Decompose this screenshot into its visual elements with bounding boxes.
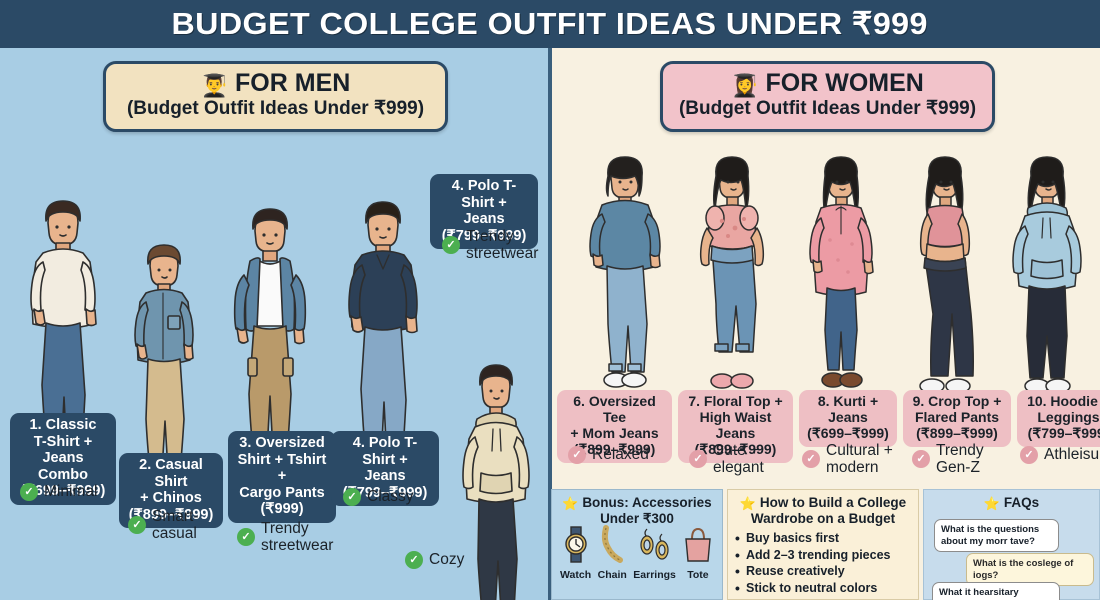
- outfit-tag-women-9: ✓ Trendy Gen-Z: [912, 442, 984, 477]
- figure-woman-5: [1004, 148, 1090, 400]
- women-section-title: 👩‍🎓 FOR WOMEN: [731, 69, 924, 98]
- men-panel: 1. Classic T-Shirt + Jeans Combo (₹699–₹…: [0, 48, 548, 600]
- bonus-title: ⭐ Bonus: Accessories Under ₹300: [562, 495, 712, 527]
- tote-bag-icon: [685, 528, 711, 562]
- outfit-tag-women-8: ✓ Cultural + modern: [802, 442, 893, 477]
- check-icon: ✓: [442, 236, 460, 255]
- wardrobe-title: ⭐ How to Build a College Wardrobe on a B…: [739, 495, 907, 527]
- tip-item: Reuse creatively: [735, 562, 912, 580]
- women-section-subtitle: (Budget Outfit Ideas Under ₹999): [678, 98, 977, 120]
- wardrobe-tips-panel: ⭐ How to Build a College Wardrobe on a B…: [727, 489, 919, 600]
- accessory-label: Watch: [560, 569, 592, 582]
- faqs-title: ⭐ FAQs: [983, 495, 1040, 511]
- star-icon: ⭐: [562, 496, 579, 511]
- men-section-title: 👨‍🎓 FOR MEN: [200, 69, 351, 98]
- earrings-icon: [639, 528, 669, 560]
- accessory-earrings: Earrings: [633, 525, 676, 581]
- outfit-label-men-2: 2. Casual Shirt + Chinos (₹899–₹999): [119, 453, 223, 529]
- graduation-cap-icon: 👨‍🎓: [200, 73, 229, 98]
- outfit-label-men-3: 3. Oversized Shirt + Tshirt + Cargo Pant…: [228, 431, 336, 523]
- check-icon: ✓: [405, 551, 423, 569]
- outfit-tag-men-4-bottom: ✓ Classy: [343, 488, 414, 506]
- accessory-watch: Watch: [560, 525, 591, 581]
- check-icon: ✓: [343, 488, 361, 506]
- accessory-label: Chain: [597, 569, 627, 582]
- faq-bubble: What it hearsitary wardrobe in colors?: [932, 582, 1060, 600]
- figure-woman-1: [582, 148, 668, 398]
- graduation-cap-icon: 👩‍🎓: [731, 73, 759, 98]
- star-icon: ⭐: [739, 496, 757, 511]
- faqs-panel: ⭐ FAQs What is the questions about my mo…: [923, 489, 1100, 600]
- accessory-label: Earrings: [633, 569, 676, 582]
- page-title: BUDGET COLLEGE OUTFIT IDEAS UNDER ₹999: [171, 6, 929, 41]
- watch-icon: [564, 526, 587, 563]
- star-icon: ⭐: [983, 496, 1001, 511]
- check-icon: ✓: [912, 450, 930, 469]
- figure-man-5: [453, 355, 539, 600]
- accessory-tote: Tote: [682, 525, 714, 581]
- figure-man-3: [224, 200, 316, 490]
- accessory-row: Watch Chain: [552, 525, 722, 581]
- check-icon: ✓: [20, 483, 38, 501]
- panel-divider: [548, 48, 552, 600]
- bonus-accessories-panel: ⭐ Bonus: Accessories Under ₹300 Watch: [551, 489, 723, 600]
- outfit-label-women-9: 9. Crop Top + Flared Pants (₹899–₹999): [903, 390, 1011, 447]
- outfit-tag-men-4-top: ✓ Trendy streetwear: [442, 228, 538, 263]
- tip-item: Add 2–3 trending pieces: [735, 546, 912, 564]
- faq-bubble: What is the questions about my morr tave…: [934, 519, 1059, 553]
- outfit-tag-women-6: ✓ Relaxed: [568, 446, 649, 464]
- check-icon: ✓: [689, 450, 707, 469]
- outfit-tag-men-3: ✓ Trendy streetwear: [237, 520, 333, 555]
- outfit-tag-men-1: ✓ Minimal: [20, 483, 97, 501]
- check-icon: ✓: [128, 516, 146, 535]
- tip-item: Stick to neutral colors: [735, 579, 912, 597]
- figure-woman-3: [800, 148, 882, 398]
- outfit-tag-men-2: ✓ Smart- casual: [128, 508, 199, 543]
- outfit-label-women-10: 10. Hoodie + Leggings (₹799–₹999): [1017, 390, 1100, 447]
- men-section-header: 👨‍🎓 FOR MEN (Budget Outfit Ideas Under ₹…: [103, 61, 448, 132]
- check-icon: ✓: [237, 528, 255, 547]
- outfit-label-women-8: 8. Kurti + Jeans (₹699–₹999): [799, 390, 897, 447]
- figure-woman-4: [902, 148, 988, 400]
- outfit-tag-men-5: ✓ Cozy: [405, 551, 464, 569]
- women-section-header: 👩‍🎓 FOR WOMEN (Budget Outfit Ideas Under…: [660, 61, 995, 132]
- accessory-label: Tote: [687, 569, 709, 582]
- check-icon: ✓: [568, 446, 586, 464]
- tip-item: Buy basics first: [735, 529, 912, 547]
- wardrobe-tips-list: Buy basics first Add 2–3 trending pieces…: [728, 527, 918, 596]
- outfit-tag-women-10: ✓ Athleisure: [1020, 446, 1100, 464]
- men-section-subtitle: (Budget Outfit Ideas Under ₹999): [126, 98, 425, 120]
- check-icon: ✓: [802, 450, 820, 469]
- outfit-tag-women-7: ✓ Cute + elegant: [689, 442, 764, 477]
- chain-icon: [602, 525, 624, 564]
- accessory-chain: Chain: [597, 525, 627, 581]
- outfit-label-women-7: 7. Floral Top + High Waist Jeans (₹899–₹…: [678, 390, 793, 463]
- figure-woman-2: [690, 148, 774, 400]
- header-banner: BUDGET COLLEGE OUTFIT IDEAS UNDER ₹999: [0, 0, 1100, 48]
- check-icon: ✓: [1020, 446, 1038, 464]
